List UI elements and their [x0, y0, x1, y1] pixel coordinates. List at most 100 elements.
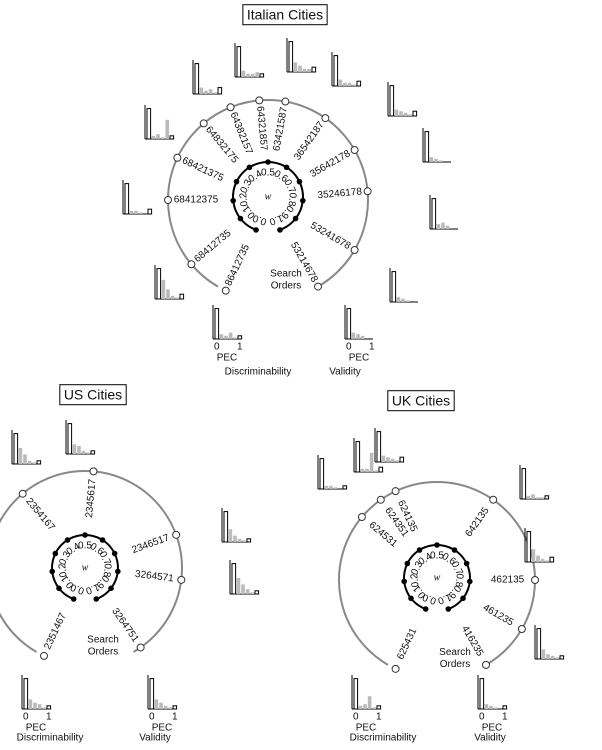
- hist-bar: [381, 455, 386, 462]
- order-marker: [164, 196, 172, 204]
- order-marker: [531, 576, 539, 584]
- axis-tick: 0: [353, 712, 359, 723]
- axis-tick: 1: [376, 712, 382, 723]
- order-marker: [391, 487, 400, 496]
- hist-bar: [376, 705, 382, 710]
- hist-bar: [156, 268, 162, 300]
- hist-bar: [365, 468, 369, 472]
- order-label: 68412375: [174, 195, 219, 206]
- hist-bar: [531, 494, 535, 499]
- axis-label: PEC: [26, 723, 47, 734]
- hist-bar: [311, 66, 317, 73]
- hist-bar: [546, 654, 550, 659]
- w-label: 0.0: [421, 591, 438, 606]
- hist-bar: [161, 279, 166, 299]
- hist-bar: [424, 131, 430, 163]
- hist-bar: [172, 705, 178, 710]
- hist-bar: [67, 423, 73, 455]
- end-label: Discriminability: [225, 367, 292, 378]
- hist-bar: [352, 84, 356, 86]
- order-marker: [314, 282, 322, 291]
- order-marker: [226, 103, 235, 112]
- w-dot: [416, 547, 423, 553]
- hist-bar: [213, 92, 217, 94]
- w-dot: [56, 585, 62, 592]
- hist-bar: [293, 62, 298, 72]
- hist-bar: [549, 556, 555, 563]
- hist-bar: [204, 90, 208, 94]
- w-dot: [253, 227, 259, 233]
- w-dot: [64, 537, 71, 543]
- order-label: 86412735: [223, 242, 252, 287]
- hist-bar: [147, 208, 153, 215]
- order-marker: [40, 651, 49, 660]
- hist-bar: [441, 222, 445, 229]
- hist-bar: [254, 590, 260, 595]
- w-label: 0.8: [285, 192, 297, 207]
- order-label: 2345617: [84, 478, 98, 518]
- hist-bar: [531, 549, 536, 562]
- hist-bar: [23, 454, 27, 464]
- hist-bar: [489, 705, 493, 709]
- w-dot: [233, 178, 240, 185]
- w-dot: [82, 532, 88, 538]
- w-label: 0.5: [430, 551, 444, 562]
- hist-bar: [536, 628, 542, 660]
- axis-tick: 1: [172, 712, 178, 723]
- w-dot: [292, 215, 299, 222]
- order-marker: [350, 146, 359, 154]
- end-label: Discriminability: [350, 733, 417, 744]
- panel: UK Citiesw0.00.10.20.30.40.50.60.70.80.9…: [317, 390, 565, 744]
- hist-bar: [241, 70, 246, 77]
- hist-bar: [250, 73, 255, 77]
- center-label: Orders: [88, 646, 119, 657]
- order-marker: [482, 660, 490, 669]
- hist-bar: [405, 300, 410, 302]
- hist-bar: [160, 137, 165, 139]
- hist-bar: [259, 73, 265, 78]
- order-marker: [173, 153, 182, 162]
- order-marker: [517, 625, 526, 633]
- hist-bar: [412, 110, 418, 117]
- hist-bar: [347, 82, 352, 86]
- hist-bar: [436, 224, 441, 229]
- hist-bar: [199, 87, 204, 94]
- order-marker: [391, 664, 400, 673]
- w-dot: [283, 164, 290, 171]
- w-label: 1.0: [267, 212, 284, 227]
- hist-bar: [231, 563, 237, 595]
- hist-bar: [342, 485, 348, 490]
- center-label: Search: [87, 634, 119, 645]
- hist-bar: [134, 210, 138, 214]
- axis-tick: 0: [214, 342, 220, 353]
- hist-bar: [502, 705, 508, 710]
- hist-bar: [255, 72, 259, 77]
- w-dot: [70, 596, 77, 602]
- w-dot: [467, 578, 473, 585]
- hist-bar: [233, 535, 237, 542]
- w-label: 0.5: [78, 541, 92, 552]
- hist-bar: [403, 112, 408, 116]
- hist-bar: [156, 134, 160, 139]
- hist-bar: [372, 707, 376, 709]
- hist-bar: [159, 702, 163, 709]
- order-marker: [136, 643, 145, 652]
- hist-bar: [391, 271, 397, 303]
- w-dot: [246, 164, 253, 171]
- order-label: 36542187: [292, 119, 327, 162]
- hist-bar: [32, 462, 36, 464]
- axis-tick: 0: [479, 712, 485, 723]
- axis-label: PEC: [349, 353, 370, 364]
- axis-tick: 1: [237, 342, 243, 353]
- order-arc: [0, 470, 183, 653]
- hist-bar: [376, 431, 382, 463]
- hist-bar: [217, 87, 223, 95]
- end-label: Validity: [139, 733, 171, 744]
- w-dot: [108, 585, 114, 592]
- title-box: [59, 384, 127, 406]
- hist-bar: [151, 135, 156, 139]
- order-arc: [167, 99, 369, 288]
- axis-label: PEC: [217, 353, 238, 364]
- w-label: 0.2: [57, 562, 69, 577]
- order-label: 461235: [481, 602, 516, 628]
